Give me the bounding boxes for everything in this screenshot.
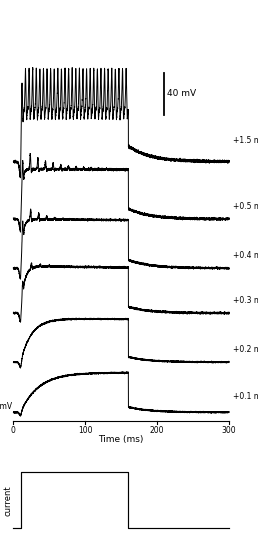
Text: +0.3 nA: +0.3 nA (232, 296, 258, 305)
Text: 40 mV: 40 mV (167, 89, 196, 98)
Text: Time (ms): Time (ms) (99, 435, 144, 444)
Text: +0.1 nA: +0.1 nA (232, 392, 258, 401)
Text: 300: 300 (222, 426, 236, 435)
Text: −70 mV: −70 mV (0, 402, 12, 411)
Text: +0.4 nA: +0.4 nA (232, 251, 258, 260)
Text: 200: 200 (150, 426, 164, 435)
Text: 0: 0 (11, 426, 16, 435)
Text: +0.2 nA: +0.2 nA (232, 345, 258, 354)
Text: 100: 100 (78, 426, 92, 435)
Text: +0.5 nA: +0.5 nA (232, 202, 258, 211)
Text: current: current (3, 485, 12, 516)
Text: +1.5 nA: +1.5 nA (232, 136, 258, 146)
